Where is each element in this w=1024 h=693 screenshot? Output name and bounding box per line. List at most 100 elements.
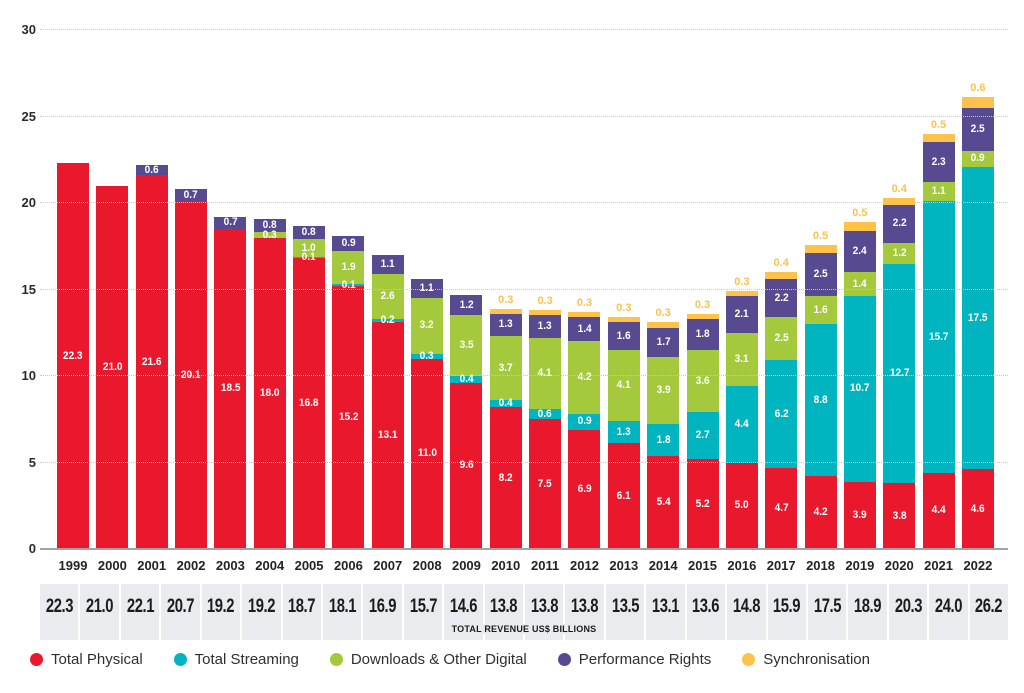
bar-segment-performance-rights: 2.2 — [765, 279, 798, 318]
legend-dot-synchronisation — [742, 653, 756, 666]
bar-stack-2015: 5.2 2.7 3.6 1.8 — [686, 313, 719, 549]
bar-segment-downloads-other-digital: 3.6 — [686, 350, 719, 413]
bar-2006: 15.2 0.1 1.9 0.9 — [332, 235, 365, 549]
total-cell-2018: 17.5 — [808, 584, 847, 640]
bar-segment-total-physical: 11.0 — [411, 358, 444, 549]
y-axis-label-5: 5 — [28, 454, 36, 470]
total-cell-2003: 19.2 — [201, 584, 241, 640]
gridline-15 — [40, 288, 1008, 290]
bar-segment-synchronisation — [568, 312, 601, 318]
bars-container: 22.3 21.0 21.6 0.6 20.1 0.7 18.5 0.7 18.0 0.3 0.8 1… — [57, 0, 994, 549]
bar-2004: 18.0 0.3 0.8 — [253, 218, 286, 549]
bar-segment-total-streaming: 0.3 — [411, 349, 444, 362]
bar-segment-downloads-other-digital: 4.1 — [529, 337, 562, 409]
y-axis-label-0: 0 — [28, 541, 36, 556]
legend-label: Synchronisation — [763, 651, 870, 668]
bar-segment-total-physical: 4.7 — [765, 467, 798, 549]
bar-value-label: 0.7 — [183, 188, 199, 201]
bar-2020: 3.8 12.7 1.2 2.2 0.4 — [883, 183, 916, 549]
bar-stack-2016: 5.0 4.4 3.1 2.1 — [725, 291, 758, 549]
bar-segment-synchronisation — [529, 310, 562, 316]
bar-value-label: 2.7 — [695, 429, 710, 442]
bar-segment-total-streaming: 4.4 — [725, 386, 758, 463]
bar-segment-performance-rights: 1.1 — [371, 254, 404, 274]
bar-segment-total-streaming: 10.7 — [843, 296, 876, 482]
bar-segment-performance-rights: 1.2 — [450, 294, 483, 316]
bar-stack-2000: 21.0 — [96, 185, 129, 549]
bar-stack-2001: 21.6 0.6 — [135, 164, 168, 549]
bar-value-label: 4.1 — [538, 366, 553, 379]
legend-item-downloads-other-digital: Downloads & Other Digital — [329, 651, 527, 668]
bar-segment-performance-rights: 2.4 — [843, 230, 876, 273]
bar-segment-total-physical: 18.0 — [253, 237, 286, 549]
bar-segment-downloads-other-digital: 1.4 — [843, 272, 876, 297]
x-axis-baseline — [40, 548, 1008, 550]
year-label-2009: 2009 — [451, 558, 481, 573]
bar-value-label: 4.4 — [734, 417, 749, 430]
bar-2000: 21.0 — [96, 185, 129, 549]
bar-value-label: 1.2 — [892, 246, 907, 259]
bar-value-label: 1.1 — [380, 257, 395, 270]
bar-segment-downloads-other-digital: 3.1 — [725, 332, 758, 387]
bar-value-label: 4.6 — [970, 502, 985, 515]
bar-value-label: 1.1 — [931, 185, 946, 198]
bar-segment-performance-rights: 2.1 — [725, 296, 758, 333]
bar-segment-performance-rights: 0.7 — [214, 216, 247, 229]
bar-2013: 6.1 1.3 4.1 1.6 0.3 — [607, 303, 640, 549]
year-label-2015: 2015 — [688, 558, 717, 573]
bar-value-label: 18.0 — [259, 386, 280, 399]
bar-stack-2002: 20.1 0.7 — [175, 188, 208, 549]
legend-dot-downloads-other-digital — [329, 653, 343, 666]
bar-value-label: 1.7 — [656, 335, 671, 348]
bar-segment-total-physical: 4.6 — [961, 469, 994, 549]
year-label-2001: 2001 — [137, 558, 167, 573]
bar-segment-total-physical: 18.5 — [214, 228, 247, 549]
total-value: 13.8 — [571, 596, 599, 617]
bar-segment-synchronisation — [647, 322, 680, 328]
bar-value-label: 1.6 — [813, 303, 828, 316]
sync-value-label: 0.5 — [852, 207, 868, 220]
legend-item-total-streaming: Total Streaming — [173, 651, 299, 668]
bar-segment-performance-rights: 1.1 — [411, 279, 444, 299]
total-cell-2019: 18.9 — [848, 584, 887, 640]
total-value: 18.1 — [328, 596, 357, 617]
sync-value-label: 0.4 — [891, 182, 907, 195]
year-label-2008: 2008 — [412, 558, 442, 573]
bar-segment-downloads-other-digital: 3.5 — [450, 315, 483, 377]
bar-stack-2006: 15.2 0.1 1.9 0.9 — [332, 235, 365, 549]
bar-stack-2019: 3.9 10.7 1.4 2.4 — [843, 222, 876, 549]
total-cell-2008: 15.7 — [403, 584, 443, 640]
bar-value-label: 2.2 — [892, 217, 907, 230]
legend-item-total-physical: Total Physical — [30, 651, 143, 668]
total-value: 20.7 — [166, 596, 195, 617]
bar-stack-2008: 11.0 0.3 3.2 1.1 — [411, 279, 444, 549]
bar-segment-total-streaming: 15.7 — [922, 201, 955, 473]
year-label-2004: 2004 — [255, 558, 285, 573]
bar-segment-total-physical: 13.1 — [371, 322, 404, 549]
year-label-2013: 2013 — [609, 558, 639, 573]
bar-value-label: 0.3 — [420, 349, 435, 362]
total-value: 22.3 — [45, 596, 74, 617]
sync-value-label: 0.4 — [773, 257, 789, 270]
bar-segment-total-streaming: 1.3 — [607, 421, 640, 444]
sync-value-label: 0.3 — [498, 293, 514, 306]
bar-segment-performance-rights: 2.3 — [922, 142, 955, 183]
bar-value-label: 2.1 — [734, 308, 749, 321]
bar-segment-synchronisation — [686, 313, 719, 319]
bar-segment-downloads-other-digital: 1.0 — [293, 239, 326, 257]
bar-value-label: 8.2 — [498, 471, 513, 484]
year-label-2005: 2005 — [294, 558, 324, 573]
sync-value-label: 0.3 — [576, 297, 593, 309]
total-value: 14.6 — [449, 596, 478, 617]
bar-value-label: 3.5 — [459, 339, 474, 352]
bar-segment-total-streaming: 0.4 — [489, 398, 522, 409]
bar-value-label: 2.2 — [774, 291, 789, 304]
total-cell-2021: 24.0 — [929, 584, 968, 640]
bar-2018: 4.2 8.8 1.6 2.5 0.5 — [804, 230, 837, 549]
bar-value-label: 4.4 — [931, 504, 946, 517]
gridline-25 — [40, 115, 1008, 117]
sync-value-label: 0.3 — [655, 307, 671, 320]
bar-value-label: 4.1 — [616, 379, 631, 392]
legend: Total Physical Total Streaming Downloads &… — [30, 651, 870, 668]
